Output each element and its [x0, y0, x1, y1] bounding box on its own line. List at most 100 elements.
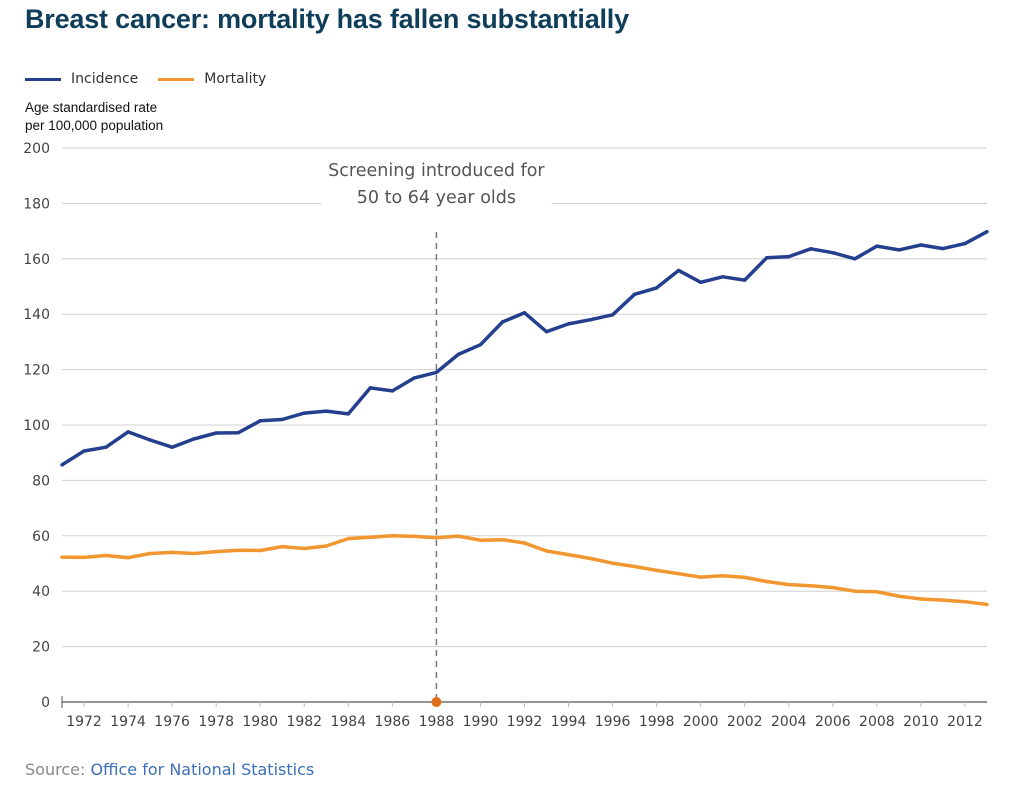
series-line-incidence: [61, 230, 988, 467]
data-point-incidence: [853, 257, 857, 261]
x-tick-label: 1980: [242, 714, 278, 730]
y-tick-label: 60: [32, 529, 50, 545]
data-point-incidence: [897, 248, 901, 252]
data-point-mortality: [412, 534, 417, 539]
data-point-mortality: [809, 583, 813, 588]
data-point-mortality: [897, 594, 901, 598]
y-tick-label: 80: [32, 473, 50, 489]
x-tick-label: 1990: [463, 714, 499, 730]
data-point-incidence: [302, 411, 306, 415]
data-point-incidence: [676, 268, 681, 273]
y-tick-label: 180: [23, 196, 50, 212]
data-point-incidence: [566, 322, 571, 326]
data-point-mortality: [831, 585, 835, 590]
data-point-mortality: [82, 555, 86, 560]
annotation-text: Screening introduced for: [328, 161, 545, 181]
data-point-incidence: [412, 376, 417, 380]
x-tick-label: 1992: [507, 714, 543, 730]
data-point-mortality: [654, 568, 659, 573]
y-axis-label-line2: per 100,000 population: [25, 118, 164, 133]
legend-item-incidence[interactable]: Incidence: [25, 71, 138, 87]
data-point-incidence: [831, 251, 835, 255]
data-point-incidence: [654, 286, 659, 290]
x-tick-label: 1998: [639, 714, 675, 730]
data-point-mortality: [721, 573, 725, 578]
data-point-mortality: [919, 597, 923, 601]
data-point-incidence: [126, 430, 130, 434]
series-line-mortality: [61, 534, 988, 607]
data-point-mortality: [544, 549, 549, 553]
data-point-incidence: [192, 437, 196, 441]
data-point-incidence: [346, 412, 351, 416]
data-point-mortality: [368, 535, 373, 539]
data-point-incidence: [368, 386, 373, 390]
y-tick-label: 200: [23, 141, 50, 157]
data-point-mortality: [743, 575, 747, 580]
x-tick-label: 1996: [595, 714, 631, 730]
data-point-incidence: [170, 445, 174, 449]
data-point-incidence: [919, 243, 923, 247]
data-point-mortality: [60, 555, 64, 559]
x-tick-label: 1972: [66, 714, 102, 730]
source-link[interactable]: Office for National Statistics: [90, 760, 315, 779]
source-prefix: Source:: [25, 760, 86, 779]
x-tick-label: 1984: [330, 714, 366, 730]
annotation-marker: [431, 697, 442, 707]
data-point-mortality: [787, 582, 791, 587]
data-point-mortality: [456, 534, 461, 538]
y-tick-label: 0: [41, 695, 50, 711]
data-point-incidence: [390, 389, 395, 393]
data-point-incidence: [324, 409, 328, 413]
x-tick-label: 2006: [815, 714, 851, 730]
x-tick-label: 2000: [683, 714, 719, 730]
data-point-incidence: [765, 255, 769, 260]
data-point-incidence: [787, 254, 791, 259]
source-note: Source: Office for National Statistics: [25, 760, 314, 779]
legend-item-mortality[interactable]: Mortality: [158, 71, 266, 87]
x-tick-label: 1982: [286, 714, 322, 730]
data-point-incidence: [478, 342, 483, 347]
data-point-mortality: [148, 551, 152, 556]
y-tick-label: 140: [23, 307, 50, 323]
annotation-text: 50 to 64 year olds: [357, 188, 516, 208]
data-point-mortality: [610, 561, 615, 565]
data-point-incidence: [610, 313, 615, 317]
data-point-incidence: [236, 431, 240, 435]
data-point-mortality: [258, 548, 262, 553]
x-tick-label: 1978: [198, 714, 234, 730]
chart-title: Breast cancer: mortality has fallen subs…: [25, 4, 629, 34]
data-point-incidence: [456, 352, 461, 357]
data-point-mortality: [941, 598, 945, 602]
x-tick-label: 1988: [419, 714, 455, 730]
data-point-incidence: [214, 431, 218, 435]
data-point-mortality: [875, 590, 879, 594]
data-point-incidence: [148, 438, 152, 442]
data-point-incidence: [941, 246, 945, 251]
data-point-incidence: [82, 449, 86, 453]
data-point-mortality: [280, 544, 284, 549]
x-tick-label: 1994: [551, 714, 587, 730]
data-point-incidence: [698, 280, 703, 285]
y-tick-label: 40: [32, 584, 50, 600]
data-point-mortality: [390, 534, 395, 538]
x-tick-label: 2008: [859, 714, 895, 730]
data-point-incidence: [743, 278, 747, 282]
data-point-mortality: [500, 537, 505, 542]
data-point-mortality: [346, 536, 351, 541]
data-point-mortality: [104, 553, 108, 558]
data-point-mortality: [588, 556, 593, 561]
data-point-mortality: [698, 575, 703, 579]
annotation-background: [321, 155, 552, 207]
data-point-mortality: [478, 538, 483, 542]
data-point-mortality: [765, 579, 769, 584]
legend-swatch-incidence: [25, 77, 61, 81]
data-point-mortality: [632, 564, 637, 569]
data-point-mortality: [434, 536, 439, 540]
data-point-incidence: [500, 320, 505, 324]
data-point-incidence: [258, 419, 262, 423]
data-point-mortality: [236, 548, 240, 552]
data-point-incidence: [60, 463, 64, 467]
data-point-incidence: [632, 292, 637, 296]
data-point-mortality: [566, 552, 571, 557]
data-point-mortality: [324, 544, 328, 548]
